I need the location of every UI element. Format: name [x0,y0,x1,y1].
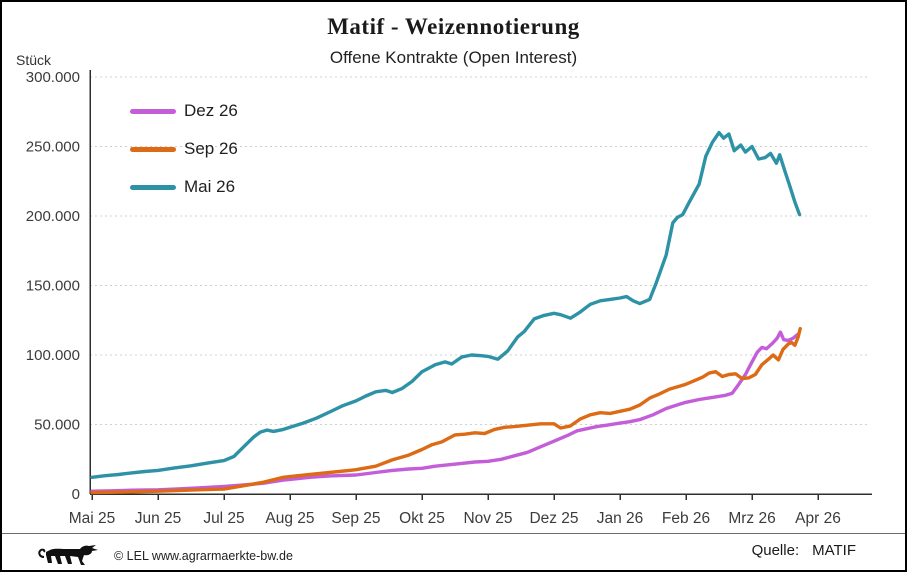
source-credit: Quelle: MATIF [752,542,856,559]
y-axis-labels: 0 50.000 100.000 150.000 200.000 250.000 300.0… [26,69,80,503]
x-tick-label: Sep 25 [331,510,380,527]
legend-label: Mai 26 [184,177,236,196]
x-tick-label: Nov 25 [463,510,512,527]
x-tick-label: Apr 26 [795,510,841,527]
series-line-mai-26 [90,130,802,479]
page-title: Matif - Weizennotierung [327,14,580,39]
series-line-dez-26 [90,330,800,493]
legend-label: Dez 26 [184,101,238,120]
legend-swatch-dez-26 [130,108,176,114]
x-tick-label: Jan 26 [597,510,644,527]
y-tick-label: 200.000 [26,208,80,225]
bw-lion-icon [38,545,98,565]
y-tick-label: 250.000 [26,139,80,156]
y-tick-label: 150.000 [26,278,80,295]
y-tick-label: 0 [72,486,80,503]
x-tick-label: Mai 25 [69,510,116,527]
legend-swatch-sep-26 [130,146,176,152]
x-tick-label: Okt 25 [399,510,445,527]
y-tick-label: 300.000 [26,69,80,86]
source-label: Quelle: [751,542,800,559]
chart-legend: Dez 26 Sep 26 Mai 26 [130,101,238,215]
x-axis-labels: Mai 25 Jun 25 Jul 25 Aug 25 Sep 25 Okt 25 Nov … [69,510,841,527]
copyright-text: © LEL www.agrarmaerkte-bw.de [114,549,293,563]
x-tick-label: Aug 25 [265,510,314,527]
y-tick-label: 100.000 [26,347,80,364]
legend-item: Dez 26 [130,101,238,121]
x-tick-label: Dez 25 [529,510,578,527]
x-tick-label: Mrz 26 [728,510,775,527]
legend-item: Sep 26 [130,139,238,159]
y-tick-label: 50.000 [34,417,80,434]
axes [89,70,872,500]
source-value: MATIF [812,542,856,559]
series-line-sep-26 [90,326,802,495]
y-axis-unit-label: Stück [16,52,52,68]
x-tick-label: Jun 25 [135,510,182,527]
footer-divider [2,533,905,534]
x-tick-label: Jul 25 [203,510,244,527]
x-tick-label: Feb 26 [662,510,710,527]
legend-label: Sep 26 [184,139,238,158]
legend-swatch-mai-26 [130,184,176,190]
legend-item: Mai 26 [130,177,238,197]
page-subtitle: Offene Kontrakte (Open Interest) [329,48,578,67]
